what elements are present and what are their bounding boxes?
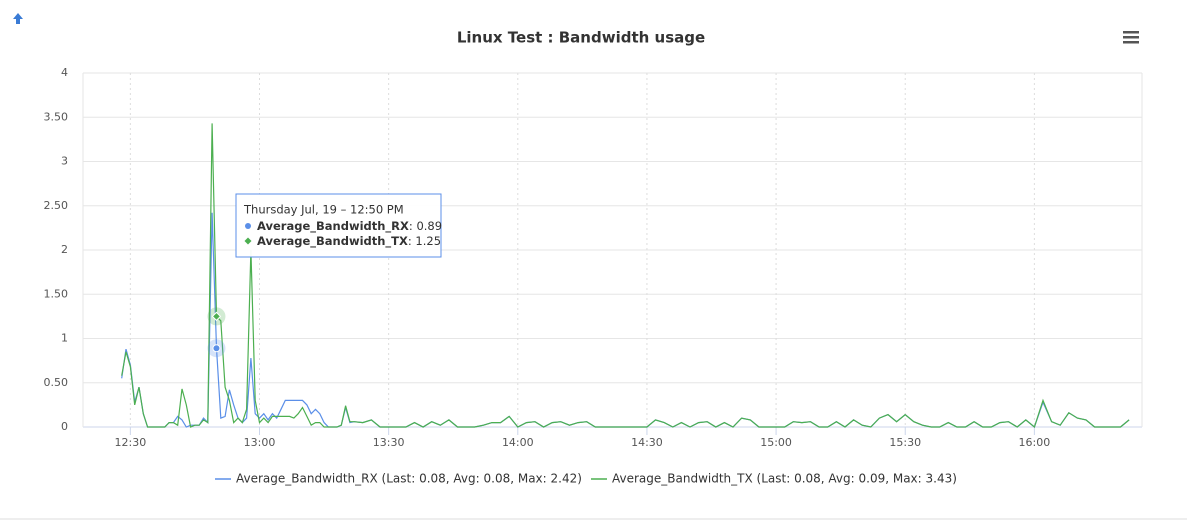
- export-icon[interactable]: [13, 13, 23, 24]
- legend-label: Average_Bandwidth_TX (Last: 0.08, Avg: 0…: [612, 472, 957, 486]
- tooltip-box: [235, 193, 442, 258]
- y-tick-label: 4: [61, 66, 68, 79]
- hover-point: [212, 344, 221, 353]
- x-tick-label: 16:00: [1019, 436, 1051, 449]
- y-tick-label: 2: [61, 243, 68, 256]
- tooltip-item: Average_Bandwidth_RX: 0.89: [257, 219, 442, 234]
- x-tick-label: 14:00: [502, 436, 534, 449]
- tooltip-value: 0.89: [416, 219, 442, 233]
- tooltip-series-name: Average_Bandwidth_RX: [257, 219, 409, 234]
- x-tick-label: 13:30: [373, 436, 405, 449]
- hover-point: [211, 311, 222, 322]
- tooltip-symbol: [245, 223, 251, 229]
- y-tick-label: 3: [61, 155, 68, 168]
- x-tick-label: 15:30: [889, 436, 921, 449]
- legend-label: Average_Bandwidth_RX (Last: 0.08, Avg: 0…: [236, 472, 582, 486]
- x-tick-label: 14:30: [631, 436, 663, 449]
- series-line: [121, 123, 1130, 429]
- tooltip-item: Average_Bandwidth_TX: 1.25: [257, 234, 441, 249]
- tooltip-title: Thursday Jul, 19 – 12:50 PM: [243, 203, 404, 217]
- tooltip-value: 1.25: [415, 234, 441, 248]
- y-tick-label: 1.50: [44, 287, 69, 300]
- x-tick-label: 12:30: [115, 436, 147, 449]
- x-tick-label: 13:00: [244, 436, 276, 449]
- chart-title: Linux Test : Bandwidth usage: [457, 29, 705, 47]
- y-tick-label: 0: [61, 420, 68, 433]
- y-tick-label: 1: [61, 332, 68, 345]
- tooltip-symbol: [244, 237, 252, 245]
- y-tick-label: 0.50: [44, 376, 69, 389]
- y-tick-label: 2.50: [44, 199, 69, 212]
- menu-button[interactable]: [1123, 31, 1139, 44]
- x-tick-label: 15:00: [760, 436, 792, 449]
- y-tick-label: 3.50: [44, 110, 69, 123]
- tooltip-series-name: Average_Bandwidth_TX: [257, 234, 408, 249]
